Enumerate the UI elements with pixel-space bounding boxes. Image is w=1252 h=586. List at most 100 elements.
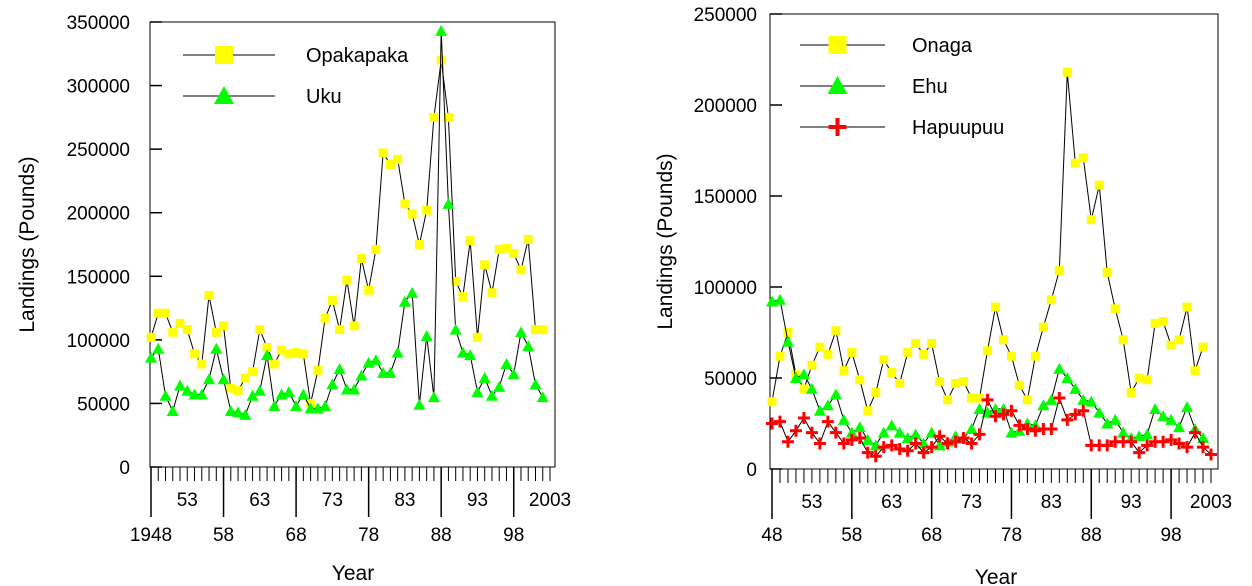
data-point	[369, 354, 382, 366]
x-tick-label-lower: 98	[1161, 525, 1182, 546]
data-point	[211, 327, 221, 337]
data-point	[837, 413, 850, 425]
data-point	[1061, 413, 1074, 426]
data-point	[1062, 67, 1072, 77]
y-tick-label: 250000	[694, 5, 757, 26]
data-point	[951, 378, 961, 388]
data-point	[973, 402, 986, 414]
data-point	[182, 325, 192, 335]
data-point	[175, 318, 185, 328]
data-point	[805, 426, 818, 439]
legend-marker	[214, 86, 234, 104]
series-ehu	[766, 293, 1210, 451]
x-axis-title: Year	[975, 566, 1017, 586]
data-point	[1054, 266, 1064, 276]
plot-frame	[769, 13, 1219, 470]
series-line	[771, 396, 1212, 457]
data-point	[284, 349, 294, 359]
data-point	[319, 399, 332, 411]
data-point	[781, 435, 794, 448]
data-point	[797, 368, 810, 380]
data-point	[248, 367, 258, 377]
data-point	[1085, 395, 1098, 407]
plot-frame	[149, 21, 556, 468]
data-point	[1197, 441, 1210, 454]
data-point	[217, 373, 230, 385]
data-point	[333, 363, 346, 375]
data-point	[925, 441, 938, 454]
data-point	[1014, 380, 1024, 390]
data-point	[893, 426, 906, 438]
data-point	[1149, 402, 1162, 414]
data-point	[965, 422, 978, 434]
legend: Opakapaka Uku	[183, 45, 409, 108]
data-point	[781, 335, 794, 347]
data-point	[204, 290, 214, 300]
data-point	[821, 399, 834, 411]
data-point	[975, 393, 985, 403]
data-point	[1046, 295, 1056, 305]
data-point	[1038, 322, 1048, 332]
data-point	[1189, 426, 1202, 439]
data-point	[1013, 419, 1026, 432]
data-point	[210, 342, 223, 354]
data-point	[420, 330, 433, 342]
data-point	[893, 442, 906, 455]
data-point	[391, 346, 404, 358]
data-point	[821, 415, 834, 428]
data-point	[485, 389, 498, 401]
data-point	[1005, 404, 1018, 417]
legend-label: Opakapaka	[306, 45, 409, 67]
data-point	[1037, 399, 1050, 411]
data-point	[422, 205, 432, 215]
data-point	[1165, 413, 1178, 425]
y-tick-label: 100000	[694, 278, 757, 299]
data-point	[877, 441, 890, 454]
data-point	[1102, 267, 1112, 277]
x-tick-label-upper: 63	[249, 490, 270, 511]
x-tick-label-upper: 93	[1121, 492, 1142, 513]
data-point	[253, 384, 266, 396]
data-point	[442, 197, 455, 209]
data-point	[879, 355, 889, 365]
y-tick-label: 0	[746, 460, 757, 481]
data-point	[1142, 375, 1152, 385]
data-point	[1070, 158, 1080, 168]
data-point	[400, 199, 410, 209]
y-tick-label: 200000	[694, 96, 757, 117]
data-point	[536, 391, 549, 403]
data-point	[829, 426, 842, 439]
data-point	[443, 112, 453, 122]
data-point	[152, 342, 165, 354]
data-point	[903, 348, 913, 358]
data-point	[413, 398, 426, 410]
x-tick-label-upper: 2003	[529, 490, 571, 511]
data-point	[516, 265, 526, 275]
data-point	[1174, 335, 1184, 345]
data-point	[436, 55, 446, 65]
x-tick-label-lower: 1948	[130, 525, 172, 546]
data-point	[1117, 426, 1130, 438]
data-point	[1109, 413, 1122, 425]
data-point	[989, 402, 1002, 414]
data-point	[847, 348, 857, 358]
right-chart-onaga-ehu-hapuupuu: 0 50000 100000 150000 200000 250000 53 63 73 83 93…	[654, 5, 1232, 586]
data-point	[1094, 180, 1104, 190]
legend-marker	[827, 76, 848, 94]
data-point	[335, 325, 345, 335]
data-point	[1181, 401, 1194, 413]
data-point	[799, 384, 809, 394]
x-tick-label-lower: 78	[1001, 525, 1022, 546]
x-tick-label-lower: 88	[431, 525, 452, 546]
data-point	[973, 428, 986, 441]
data-point	[246, 389, 259, 401]
data-point	[197, 359, 207, 369]
data-point	[863, 406, 873, 416]
data-point	[451, 276, 461, 286]
data-point	[327, 295, 337, 305]
data-point	[815, 342, 825, 352]
data-point	[356, 253, 366, 263]
data-point	[159, 389, 172, 401]
data-point	[989, 410, 1002, 423]
data-point	[297, 388, 310, 400]
